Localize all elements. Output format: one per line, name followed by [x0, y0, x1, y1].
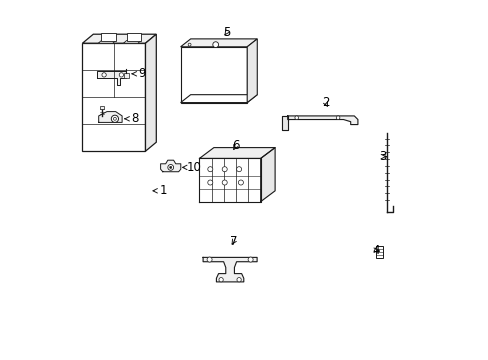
Polygon shape — [126, 33, 141, 41]
Bar — [123, 73, 129, 78]
Circle shape — [212, 42, 218, 48]
Polygon shape — [145, 34, 156, 151]
Polygon shape — [287, 116, 357, 125]
Polygon shape — [260, 148, 275, 202]
Polygon shape — [247, 39, 257, 103]
Circle shape — [119, 73, 123, 77]
Circle shape — [188, 43, 191, 46]
Circle shape — [222, 180, 227, 185]
Polygon shape — [102, 33, 116, 41]
Circle shape — [102, 73, 106, 77]
Circle shape — [222, 167, 227, 172]
Text: 8: 8 — [124, 112, 138, 125]
Text: 4: 4 — [371, 244, 379, 257]
Text: 10: 10 — [182, 161, 202, 174]
Polygon shape — [199, 148, 275, 158]
Circle shape — [247, 257, 253, 262]
Circle shape — [294, 116, 298, 120]
Text: 2: 2 — [321, 96, 329, 109]
Circle shape — [207, 180, 212, 185]
Text: 6: 6 — [231, 139, 239, 152]
Text: 7: 7 — [230, 235, 237, 248]
Polygon shape — [82, 43, 145, 151]
Polygon shape — [180, 47, 247, 103]
Polygon shape — [199, 158, 260, 202]
Text: 9: 9 — [132, 67, 145, 80]
Polygon shape — [97, 71, 125, 85]
Circle shape — [237, 278, 241, 282]
Circle shape — [111, 115, 118, 122]
Polygon shape — [99, 112, 122, 122]
Bar — [100, 106, 104, 109]
Circle shape — [169, 166, 171, 168]
Polygon shape — [82, 34, 156, 43]
Polygon shape — [180, 95, 257, 103]
Circle shape — [206, 257, 212, 262]
Circle shape — [207, 167, 212, 172]
Text: 1: 1 — [153, 184, 167, 197]
Polygon shape — [98, 41, 116, 43]
Bar — [375, 246, 382, 258]
Polygon shape — [203, 257, 257, 282]
Circle shape — [113, 117, 116, 120]
Circle shape — [236, 167, 241, 172]
Text: 5: 5 — [223, 26, 230, 39]
Polygon shape — [160, 160, 181, 172]
Circle shape — [238, 180, 243, 185]
Circle shape — [219, 278, 223, 282]
Polygon shape — [180, 39, 257, 47]
Circle shape — [167, 165, 173, 170]
Polygon shape — [123, 41, 141, 43]
Polygon shape — [282, 116, 287, 130]
Text: 3: 3 — [379, 150, 386, 163]
Circle shape — [336, 116, 339, 120]
